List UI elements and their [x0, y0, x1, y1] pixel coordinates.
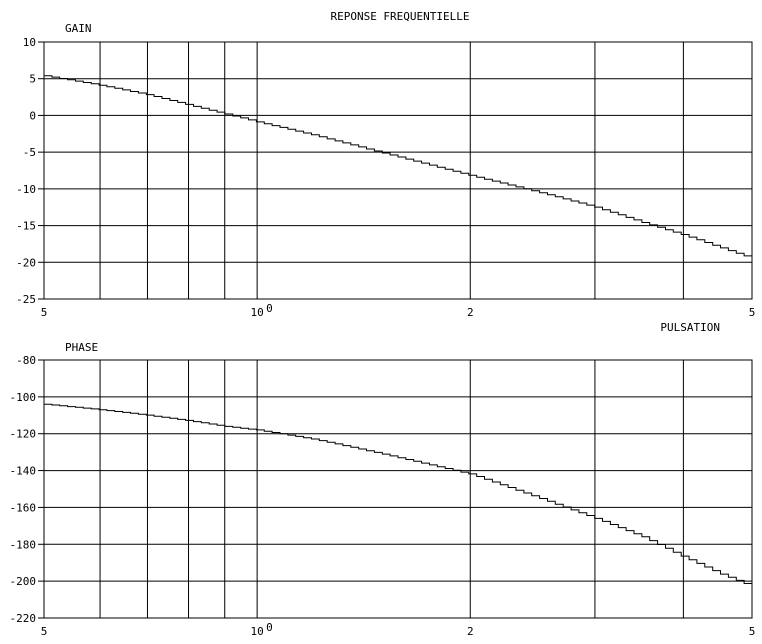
gain-y-tick-label: -20	[16, 256, 36, 269]
gain-x-tick-label: 5	[749, 306, 756, 319]
gain-x-tick-exponent: 0	[266, 302, 273, 315]
phase-y-tick-label: -220	[10, 612, 37, 625]
phase-plot-frame	[43, 359, 753, 619]
chart-title: REPONSE FREQUENTIELLE	[330, 10, 469, 23]
phase-plot: PHASE -80 -100 -120 -140 -160 -180 -200 -220 5 10 0…	[10, 341, 756, 638]
gain-x-tick-label: 2	[467, 306, 474, 319]
gain-plot-frame	[43, 41, 753, 300]
gain-series-line	[44, 75, 753, 259]
x-axis-label: PULSATION	[660, 321, 720, 334]
phase-y-tick-label: -200	[10, 575, 37, 588]
phase-x-tick-label: 5	[749, 625, 756, 638]
gain-y-tick-label: -25	[16, 293, 36, 306]
gain-y-tick-label: -10	[16, 183, 36, 196]
phase-panel-label: PHASE	[65, 341, 98, 354]
gain-panel-label: GAIN	[65, 22, 92, 35]
phase-y-tick-label: -140	[10, 465, 37, 478]
phase-y-tick-label: -100	[10, 391, 37, 404]
phase-y-tick-label: -120	[10, 428, 37, 441]
gain-x-tick-label: 10	[251, 306, 264, 319]
phase-x-tick-label: 5	[41, 625, 48, 638]
phase-series-line	[44, 403, 753, 587]
gain-y-tick-label: 0	[29, 109, 36, 122]
phase-x-tick-label: 10	[251, 625, 264, 638]
gain-y-tick-label: -15	[16, 220, 36, 233]
gain-x-tick-label: 5	[41, 306, 48, 319]
phase-x-tick-label: 2	[467, 625, 474, 638]
phase-x-tick-exponent: 0	[266, 621, 273, 634]
gain-y-tick-label: 5	[29, 73, 36, 86]
gain-y-tick-label: -5	[23, 146, 36, 159]
gain-y-tick-label: 10	[23, 36, 36, 49]
phase-y-tick-label: -160	[10, 501, 37, 514]
phase-y-tick-label: -180	[10, 538, 37, 551]
phase-y-tick-label: -80	[16, 354, 36, 367]
